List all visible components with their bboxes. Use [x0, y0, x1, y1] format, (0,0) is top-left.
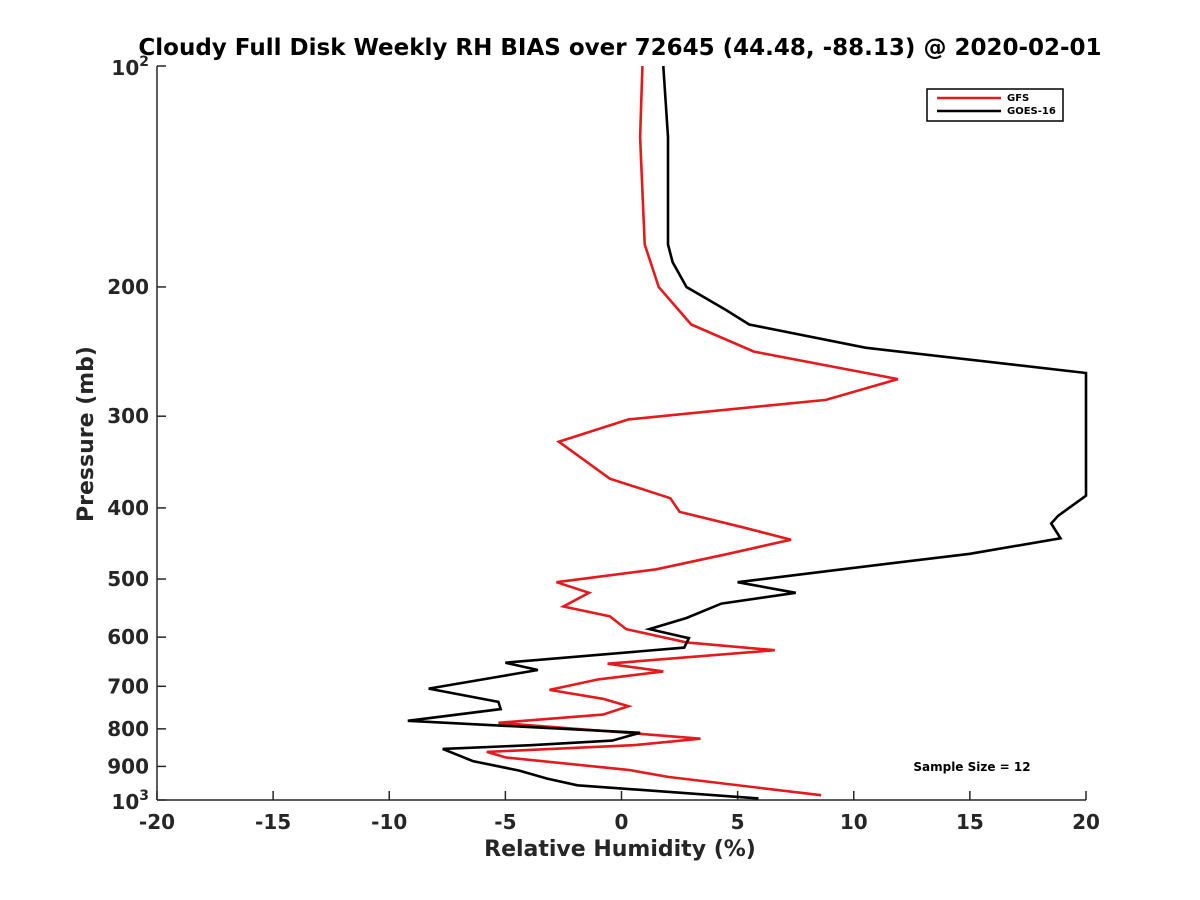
legend: GFS GOES-16 — [926, 88, 1064, 122]
x-axis-label: Relative Humidity (%) — [484, 837, 756, 862]
y-tick-label: 600 — [107, 625, 149, 649]
series-line-goes16 — [407, 65, 1088, 800]
y-tick-label-power: 103 — [111, 788, 149, 814]
y-tick-label: 800 — [107, 717, 149, 741]
legend-label-gfs: GFS — [1007, 93, 1029, 104]
x-axis: -20 -15 -10 -5 0 5 10 15 20 — [139, 791, 1100, 834]
legend-label-goes16: GOES-16 — [1007, 106, 1056, 117]
y-axis: 200 300 400 500 600 700 800 900 102 103 — [107, 54, 166, 814]
x-tick-label: -20 — [139, 810, 175, 834]
x-tick-label: 0 — [615, 810, 629, 834]
y-tick-label: 400 — [107, 496, 149, 520]
x-tick-label: 15 — [956, 810, 984, 834]
x-tick-label: -5 — [494, 810, 516, 834]
x-tick-label: 10 — [840, 810, 868, 834]
legend-box — [926, 88, 1064, 122]
x-tick-label: 20 — [1072, 810, 1100, 834]
chart-title: Cloudy Full Disk Weekly RH BIAS over 726… — [138, 35, 1101, 61]
y-tick-label-power: 102 — [111, 54, 149, 80]
x-tick-label: -10 — [371, 810, 407, 834]
series-layer — [407, 65, 1088, 800]
y-axis-label: Pressure (mb) — [74, 346, 99, 522]
series-line-gfs — [486, 65, 899, 797]
sample-size-annotation: Sample Size = 12 — [913, 760, 1030, 774]
y-tick-label: 500 — [107, 567, 149, 591]
y-tick-label: 700 — [107, 674, 149, 698]
y-tick-label: 200 — [107, 275, 149, 299]
y-tick-label: 900 — [107, 754, 149, 778]
y-tick-label: 300 — [107, 404, 149, 428]
x-tick-label: 5 — [731, 810, 745, 834]
x-tick-label: -15 — [255, 810, 291, 834]
